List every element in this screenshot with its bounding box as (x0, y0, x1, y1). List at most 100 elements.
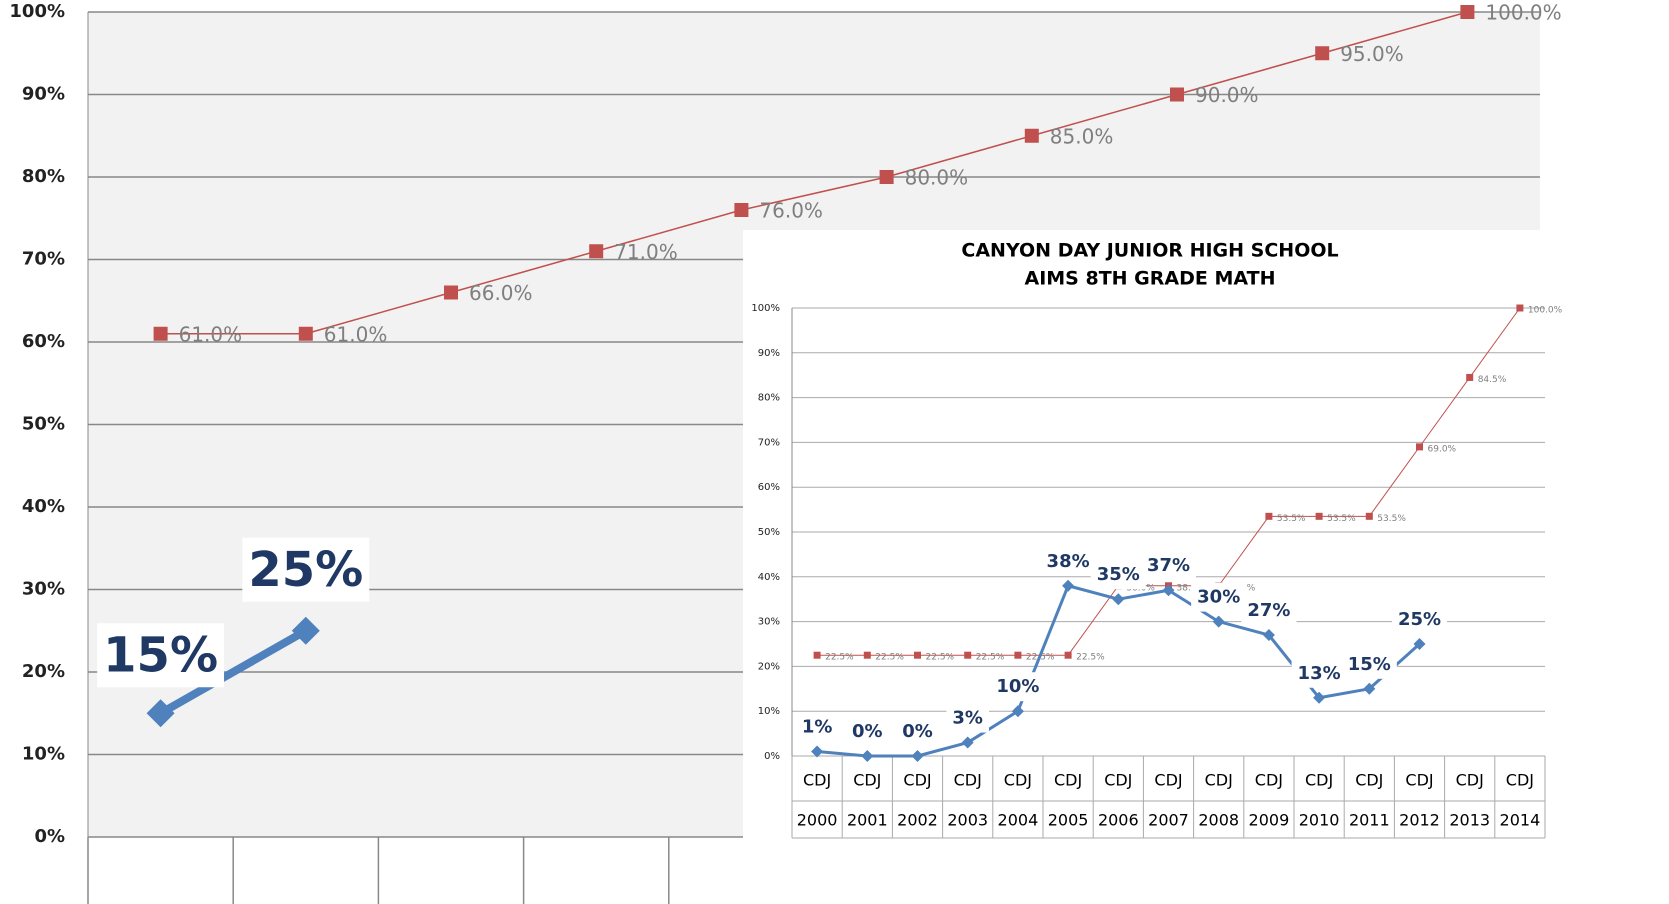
marker (1162, 584, 1175, 597)
data-label: 38% (1047, 551, 1090, 572)
x-group-label: CDJ (1405, 771, 1433, 790)
marker (961, 736, 974, 749)
marker (146, 699, 175, 728)
x-group-label: CDJ (1054, 771, 1082, 790)
marker (1365, 512, 1373, 520)
data-label-box (846, 717, 889, 746)
data-label: 53.5% (1277, 514, 1306, 524)
y-tick-label: 70% (758, 437, 780, 448)
data-label: 35% (1097, 564, 1140, 585)
y-tick-label: 60% (22, 331, 65, 352)
marker (914, 651, 921, 659)
data-label: 27% (1247, 600, 1290, 621)
data-label: 15% (1348, 654, 1391, 675)
data-label: 22.5% (825, 653, 854, 663)
y-tick-label: 20% (22, 661, 65, 682)
y-tick-label: 80% (22, 166, 65, 187)
y-tick-label: 30% (22, 579, 65, 600)
data-label-box (1040, 546, 1096, 576)
marker (291, 616, 320, 645)
x-group-label: CDJ (954, 771, 982, 790)
x-tick-label: 2011 (1349, 811, 1390, 830)
data-label: 53.5% (1327, 514, 1356, 524)
marker (153, 326, 168, 341)
data-label: 22.5% (875, 653, 904, 663)
y-tick-label: 50% (758, 527, 780, 538)
marker (1466, 373, 1474, 381)
data-label: 13% (1298, 663, 1341, 684)
marker (1516, 304, 1524, 312)
data-label: 95.0% (1340, 42, 1404, 66)
marker (1313, 691, 1326, 704)
y-tick-label: 80% (758, 393, 780, 404)
data-label: 10% (996, 676, 1039, 697)
x-tick-label: 2014 (1500, 811, 1541, 830)
y-tick-label: 90% (758, 348, 780, 359)
data-label: 0% (902, 721, 933, 742)
x-tick-label: 2005 (1048, 811, 1089, 830)
data-label-box (896, 717, 939, 746)
marker (1212, 615, 1225, 628)
data-label: 66.0% (469, 281, 533, 305)
chart-title: CANYON DAY JUNIOR HIGH SCHOOL (961, 240, 1338, 262)
marker (1014, 651, 1022, 659)
data-label: 61.0% (179, 322, 243, 346)
x-tick-label: 2004 (998, 811, 1039, 830)
marker (1170, 87, 1184, 102)
data-label: 90.0% (1195, 83, 1259, 107)
marker (1112, 593, 1125, 606)
data-label: 30% (1197, 587, 1240, 608)
x-tick-label: 2009 (1249, 811, 1290, 830)
marker (964, 651, 972, 659)
data-label: 0% (852, 721, 883, 742)
y-tick-label: 40% (22, 496, 65, 517)
series-line (160, 11, 1468, 335)
x-tick-label: 2003 (947, 811, 988, 830)
x-tick-label: 2013 (1449, 811, 1490, 830)
marker (1315, 46, 1330, 61)
data-label: 71.0% (614, 240, 678, 264)
marker (1064, 651, 1072, 659)
chart-background (743, 230, 1669, 904)
x-group-label: CDJ (803, 771, 831, 790)
marker (298, 326, 313, 341)
x-group-label: CDJ (1305, 771, 1333, 790)
x-group-label: CDJ (1355, 771, 1383, 790)
x-group-label: CDJ (1154, 771, 1182, 790)
x-group-label: CDJ (1456, 771, 1484, 790)
y-tick-label: 20% (758, 661, 780, 672)
data-label: 37% (1147, 555, 1190, 576)
marker (1363, 682, 1376, 695)
data-label: 25% (248, 542, 363, 598)
data-label: 38.0% (1177, 583, 1206, 593)
data-label-box (1391, 605, 1448, 634)
y-tick-label: 30% (758, 617, 780, 628)
data-label: 69.0% (1428, 444, 1457, 454)
data-label-box (1291, 658, 1347, 688)
data-label-box (97, 623, 225, 688)
data-label-box (1140, 551, 1197, 581)
chart-subtitle: AIMS 8TH GRADE MATH (1025, 268, 1276, 290)
data-label: 80.0% (905, 166, 969, 190)
x-group-label: CDJ (1255, 771, 1283, 790)
data-label: 61.0% (324, 322, 388, 346)
x-group-label: CDJ (1506, 771, 1534, 790)
marker (1416, 443, 1423, 451)
x-group-label: CDJ (1104, 771, 1132, 790)
marker (813, 651, 821, 659)
marker (1062, 579, 1075, 592)
data-label-box (242, 537, 370, 602)
data-label-box (1341, 649, 1397, 679)
x-group-label: CDJ (903, 771, 931, 790)
marker (1262, 629, 1275, 642)
data-label: 15% (103, 627, 218, 683)
x-tick-label: 2006 (1098, 811, 1139, 830)
y-tick-label: 50% (22, 414, 65, 435)
x-tick-label: 2001 (847, 811, 888, 830)
marker (1024, 128, 1039, 143)
marker (1011, 705, 1024, 718)
x-tick-label: 2000 (797, 811, 838, 830)
x-group-label: CDJ (1205, 771, 1233, 790)
data-label-box (946, 703, 989, 733)
